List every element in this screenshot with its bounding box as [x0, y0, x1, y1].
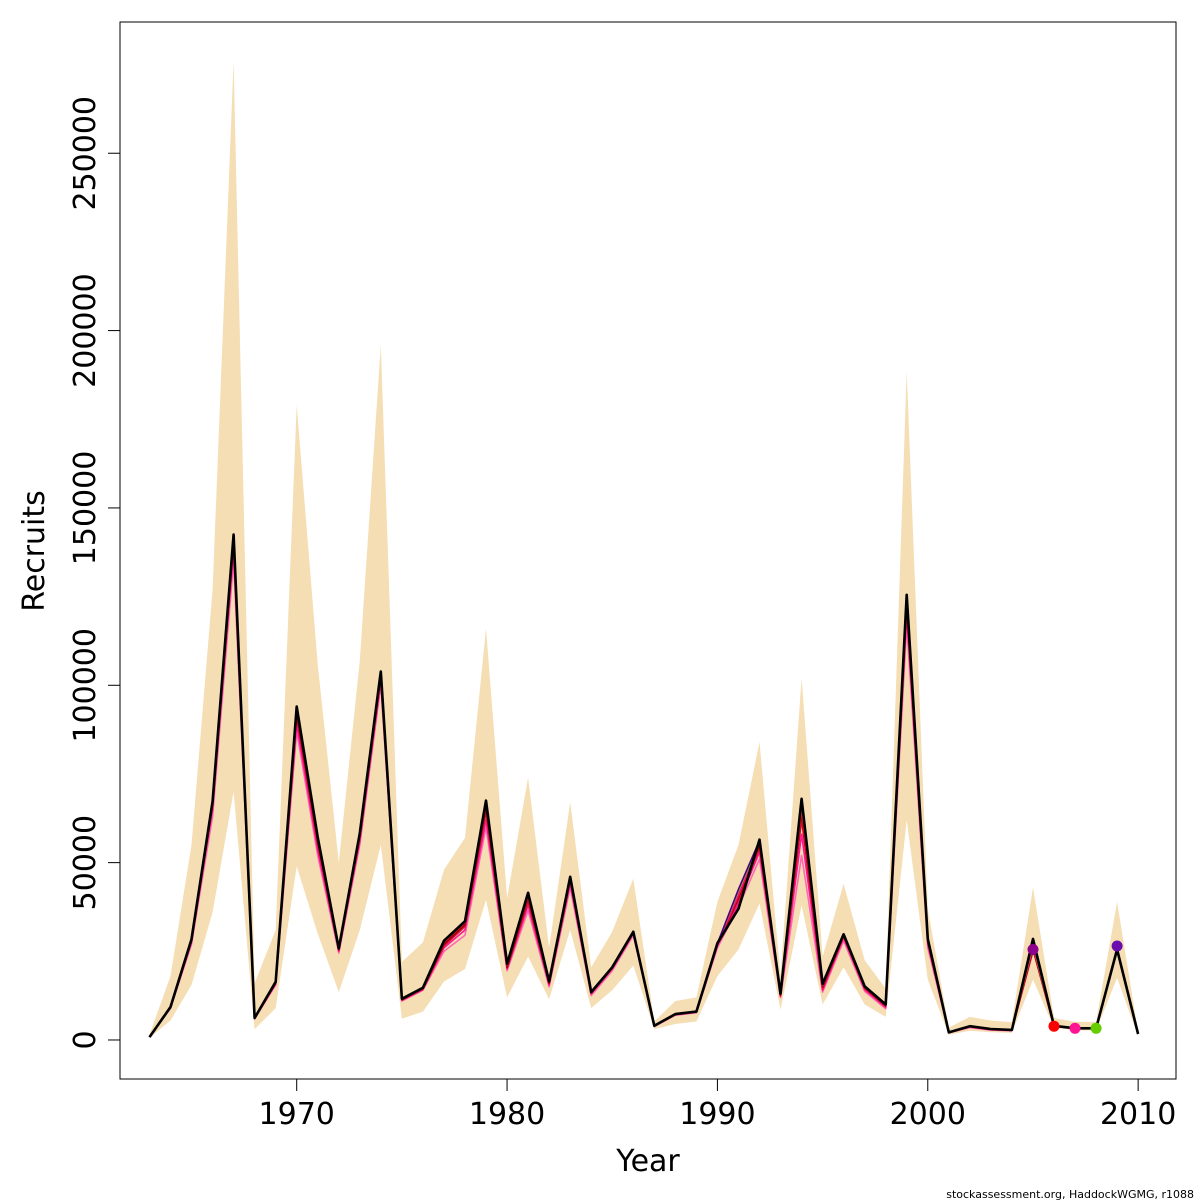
confidence-band-layer — [149, 61, 1139, 1038]
y-tick-label-0: 0 — [68, 1030, 103, 1049]
y-tick-label-150000: 150000 — [68, 451, 103, 566]
y-tick-label-50000: 50000 — [68, 815, 103, 910]
terminal-point-2005 — [1027, 944, 1039, 955]
confidence-band — [149, 61, 1139, 1038]
y-tick-label-250000: 250000 — [68, 96, 103, 211]
terminal-point-2009 — [1111, 940, 1123, 952]
terminal-point-2007 — [1069, 1022, 1081, 1034]
x-tick-label-1970: 1970 — [259, 1097, 335, 1132]
x-axis: 1970 1980 1990 2000 2010 — [259, 1078, 1176, 1132]
y-tick-label-200000: 200000 — [68, 273, 103, 388]
x-tick-label-1980: 1980 — [469, 1097, 545, 1132]
series-line-9 — [148, 533, 1140, 1038]
x-tick-label-2000: 2000 — [890, 1097, 966, 1132]
terminal-point-2006 — [1048, 1020, 1060, 1032]
x-axis-title: Year — [615, 1144, 680, 1179]
y-axis-title: Recruits — [17, 490, 52, 612]
y-tick-label-100000: 100000 — [68, 628, 103, 743]
terminal-point-2008 — [1090, 1022, 1102, 1034]
series-layer — [148, 533, 1140, 1038]
terminal-points-layer — [1027, 940, 1123, 1034]
y-axis: 0 50000 100000 150000 200000 250000 — [68, 96, 121, 1050]
x-tick-label-1990: 1990 — [679, 1097, 755, 1132]
credit-text: stockassessment.org, HaddockWGMG, r1088 — [946, 1188, 1194, 1200]
x-tick-label-2010: 2010 — [1100, 1097, 1176, 1132]
